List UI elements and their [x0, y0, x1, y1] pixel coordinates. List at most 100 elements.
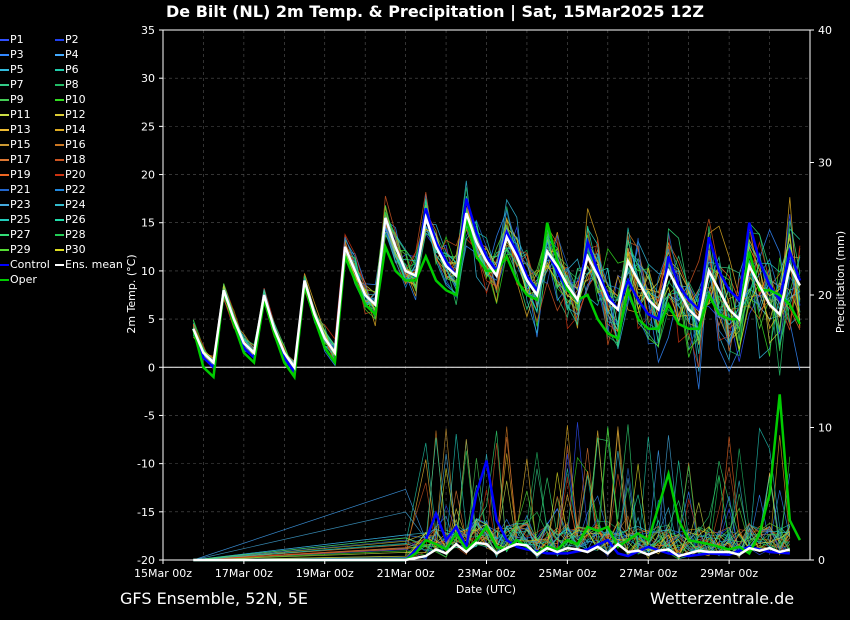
precip-tick-label: 0: [818, 554, 825, 567]
legend-label: P11: [10, 108, 31, 121]
legend-swatch: [0, 189, 9, 191]
legend-label: P16: [65, 138, 86, 151]
legend-item: P19: [0, 167, 31, 182]
legend-label: P30: [65, 243, 86, 256]
legend-label: P25: [10, 213, 31, 226]
precip-tick-label: 40: [818, 24, 832, 37]
legend-label: P24: [65, 198, 86, 211]
legend-swatch: [55, 159, 64, 161]
legend-label: P23: [10, 198, 31, 211]
legend-label: P20: [65, 168, 86, 181]
legend-item: Control: [0, 257, 50, 272]
oper-precip-line: [193, 394, 802, 562]
legend-label: P10: [65, 93, 86, 106]
legend-item: P20: [55, 167, 86, 182]
legend-label: P13: [10, 123, 31, 136]
x-tick-label: 29Mar 00z: [700, 567, 758, 580]
legend-item: P16: [55, 137, 86, 152]
legend-swatch: [0, 279, 9, 281]
y-axis-label-left: 2m Temp. (°C): [125, 254, 138, 333]
legend-label: P2: [65, 33, 79, 46]
x-tick-label: 15Mar 00z: [134, 567, 192, 580]
temp-tick-label: -20: [137, 554, 155, 567]
axes: 35 30 25 20 15 10 5 0 -5 -10 -15 -20 40 30 20 10 0 15Mar …: [134, 24, 832, 580]
legend-swatch: [0, 39, 9, 41]
legend-item: P13: [0, 122, 31, 137]
legend-swatch: [55, 144, 64, 146]
y-axis-label-right: Precipitation (mm): [834, 231, 847, 333]
legend-label: P6: [65, 63, 79, 76]
chart-title: De Bilt (NL) 2m Temp. & Precipitation | …: [166, 2, 704, 21]
legend-label: P7: [10, 78, 24, 91]
legend-item: P24: [55, 197, 86, 212]
legend-swatch: [55, 39, 64, 41]
legend-item: P26: [55, 212, 86, 227]
precip-tick-label: 20: [818, 289, 832, 302]
legend-label: P14: [65, 123, 86, 136]
model-label: GFS Ensemble, 52N, 5E: [120, 589, 308, 608]
legend-swatch: [55, 264, 64, 266]
temp-tick-label: 0: [148, 361, 155, 374]
legend-item: P12: [55, 107, 86, 122]
legend-item: P30: [55, 242, 86, 257]
temp-tick-label: 10: [141, 265, 155, 278]
legend-item: P6: [55, 62, 79, 77]
control-precip-line: [193, 460, 790, 562]
legend-item: P9: [0, 92, 24, 107]
x-tick-label: 27Mar 00z: [619, 567, 677, 580]
temp-tick-label: 20: [141, 169, 155, 182]
mean-temp-line: [192, 212, 802, 371]
x-tick-label: 17Mar 00z: [215, 567, 273, 580]
legend-item: P5: [0, 62, 24, 77]
legend-swatch: [55, 234, 64, 236]
legend-label: P9: [10, 93, 24, 106]
legend-swatch: [0, 84, 9, 86]
mean-precip-line: [193, 541, 791, 562]
legend-item: P28: [55, 227, 86, 242]
legend-label: P15: [10, 138, 31, 151]
legend-item: P22: [55, 182, 86, 197]
legend-item: P21: [0, 182, 31, 197]
legend-item: P27: [0, 227, 31, 242]
legend-item: Oper: [0, 272, 37, 287]
temp-tick-label: 5: [148, 313, 155, 326]
legend-label: P21: [10, 183, 31, 196]
legend-label: Control: [10, 258, 50, 271]
member-precip-line-p27: [193, 424, 791, 561]
temp-tick-label: 30: [141, 72, 155, 85]
legend-swatch: [0, 54, 9, 56]
legend-swatch: [0, 249, 9, 251]
legend-swatch: [0, 234, 9, 236]
legend-item: P18: [55, 152, 86, 167]
legend-swatch: [0, 159, 9, 161]
legend-item: P17: [0, 152, 31, 167]
legend-swatch: [0, 204, 9, 206]
legend-label: P22: [65, 183, 86, 196]
temp-tick-label: -15: [137, 506, 155, 519]
legend-item: P8: [55, 77, 79, 92]
legend-label: P28: [65, 228, 86, 241]
x-tick-label: 25Mar 00z: [538, 567, 596, 580]
precip-tick-label: 30: [818, 157, 832, 170]
legend-label: P29: [10, 243, 31, 256]
legend-item: P4: [55, 47, 79, 62]
site-label: Wetterzentrale.de: [650, 589, 795, 608]
legend-swatch: [55, 84, 64, 86]
legend-swatch: [55, 69, 64, 71]
legend-swatch: [0, 144, 9, 146]
legend-swatch: [55, 204, 64, 206]
legend-swatch: [0, 264, 9, 266]
legend-item: P3: [0, 47, 24, 62]
x-axis-label: Date (UTC): [456, 583, 516, 596]
legend-swatch: [0, 219, 9, 221]
x-tick-label: 21Mar 00z: [377, 567, 435, 580]
legend-label: P5: [10, 63, 24, 76]
legend-label: P1: [10, 33, 24, 46]
legend-label: P27: [10, 228, 31, 241]
legend-swatch: [55, 174, 64, 176]
legend-swatch: [55, 54, 64, 56]
legend-label: P19: [10, 168, 31, 181]
highlighted-series: [192, 198, 802, 562]
legend-item: P14: [55, 122, 86, 137]
